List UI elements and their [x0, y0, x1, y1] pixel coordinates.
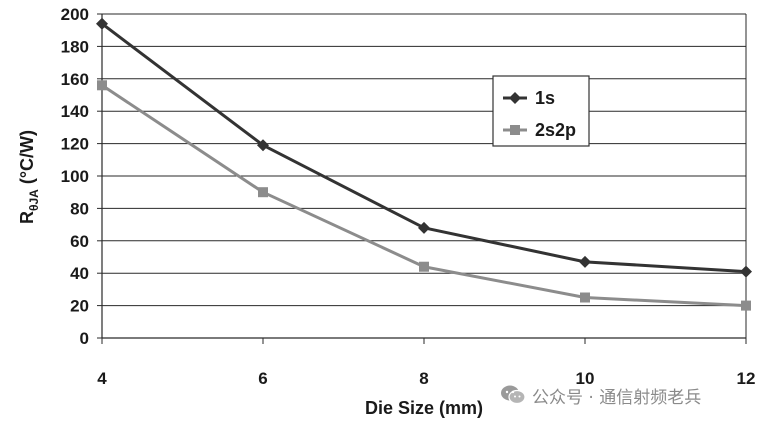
series-2s2p — [97, 80, 751, 311]
legend-label-1s: 1s — [535, 88, 555, 108]
y-axis-title-unit: (°C/W) — [17, 130, 37, 189]
y-tick-label: 160 — [61, 70, 89, 89]
x-axis-title: Die Size (mm) — [365, 398, 483, 418]
legend-marker-2s2p — [510, 125, 520, 135]
y-tick-label: 40 — [70, 264, 89, 283]
y-axis-title-main: R — [17, 211, 37, 224]
y-tick-label: 100 — [61, 167, 89, 186]
y-tick-labels: 0 20 40 60 80 100 120 140 160 180 200 — [61, 5, 102, 348]
grid-lines — [102, 13, 747, 338]
data-point-1s-10 — [579, 255, 591, 268]
data-point-2s2p-4 — [97, 80, 107, 91]
data-point-1s-6 — [257, 139, 269, 152]
series-line-2s2p — [101, 84, 747, 308]
data-point-2s2p-8 — [419, 261, 429, 272]
data-point-2s2p-10 — [580, 292, 590, 303]
y-axis-title: RθJA (°C/W) — [17, 130, 41, 224]
x-tick-label: 6 — [258, 369, 267, 388]
watermark: 公众号 · 通信射频老兵 — [500, 383, 702, 408]
watermark-text: 公众号 · 通信射频老兵 — [532, 387, 702, 408]
y-tick-label: 200 — [61, 5, 89, 24]
y-tick-label: 80 — [70, 199, 89, 218]
y-tick-label: 120 — [61, 135, 89, 154]
data-point-1s-8 — [418, 221, 430, 234]
y-axis-title-subscript: θJA — [27, 189, 41, 211]
y-tick-label: 180 — [61, 37, 89, 56]
series-1s — [96, 17, 752, 278]
y-tick-label: 0 — [80, 329, 89, 348]
series-lines — [96, 17, 752, 311]
legend-marker-1s — [509, 92, 521, 104]
x-tick-labels: 4 6 8 10 12 — [97, 338, 755, 388]
data-point-2s2p-6 — [258, 187, 268, 198]
x-tick-label: 10 — [576, 369, 595, 388]
legend: 1s 2s2p — [492, 75, 590, 147]
x-tick-label: 4 — [97, 369, 107, 388]
legend-box — [492, 75, 590, 147]
y-tick-label: 60 — [70, 232, 89, 251]
data-point-1s-4 — [96, 17, 108, 30]
data-point-1s-12 — [740, 265, 752, 278]
wechat-icon — [500, 384, 526, 406]
x-tick-label: 12 — [737, 369, 756, 388]
y-tick-label: 20 — [70, 297, 89, 316]
legend-label-2s2p: 2s2p — [535, 120, 576, 140]
x-tick-label: 8 — [419, 369, 428, 388]
data-point-2s2p-12 — [741, 300, 751, 311]
y-tick-label: 140 — [61, 102, 89, 121]
